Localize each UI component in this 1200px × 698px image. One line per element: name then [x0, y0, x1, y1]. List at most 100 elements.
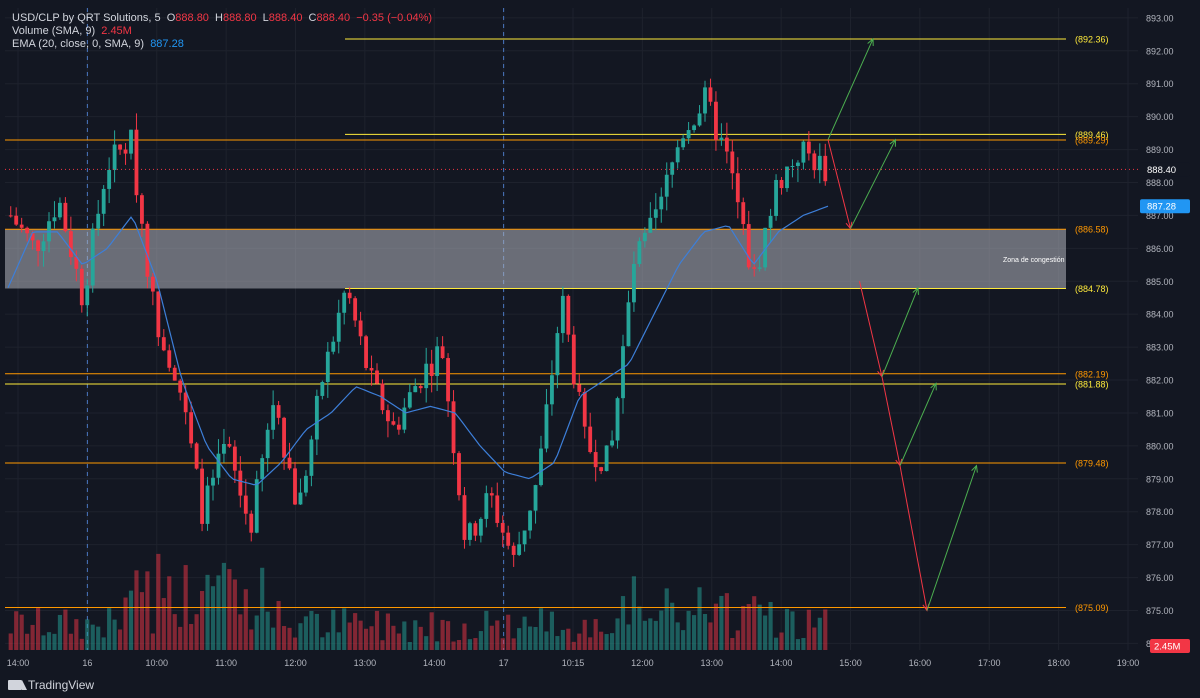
volume-bar [107, 608, 112, 650]
volume-bar [96, 626, 101, 650]
projection-arrow-line [881, 376, 901, 466]
symbol-name[interactable]: USD/CLP by QRT Solutions [12, 12, 149, 24]
price-tick-label: 883.00 [1146, 343, 1174, 353]
candle-body [435, 346, 440, 376]
candle-body [588, 426, 593, 453]
candle-body [730, 151, 735, 174]
volume-bar [254, 615, 259, 650]
projection-arrow-head [971, 464, 978, 473]
price-tick-label: 884.00 [1146, 310, 1174, 320]
price-tick-label: 880.00 [1146, 441, 1174, 451]
candle-body [41, 241, 46, 251]
candle-body [8, 215, 13, 217]
candle-body [336, 312, 341, 342]
volume-bar [675, 622, 680, 650]
time-tick-label: 10:00 [145, 658, 168, 668]
volume-bar [577, 633, 582, 650]
volume-bar [276, 601, 281, 650]
price-axis[interactable]: 874.00875.00876.00877.00878.00879.00880.… [1140, 0, 1200, 673]
level-label: (884.78) [1075, 284, 1109, 294]
candle-body [183, 392, 188, 413]
volume-bar [823, 609, 828, 650]
volume-bars [8, 553, 828, 650]
volume-bar [615, 618, 620, 650]
volume-bar [150, 633, 155, 650]
volume-bar [303, 616, 309, 650]
candle-body [582, 391, 587, 427]
volume-bar [533, 626, 538, 650]
volume-label[interactable]: Volume (SMA, 9) [12, 25, 96, 37]
volume-bar [292, 637, 298, 650]
candle-body [659, 196, 664, 210]
time-axis[interactable]: 14:00 16 10:00 11:00 12:00 13:00 14:00 17 10:15 1… [0, 655, 1200, 673]
ohlc-open-label: O [166, 12, 176, 24]
candle-body [47, 221, 51, 242]
candle-body [304, 475, 308, 493]
candle-body [708, 87, 713, 102]
price-tick-label: 875.00 [1146, 606, 1174, 616]
tradingview-logo[interactable]: TradingView [8, 678, 94, 692]
volume-bar [407, 641, 412, 650]
volume-bar [79, 638, 84, 650]
candle-body [560, 295, 565, 334]
volume-bar [702, 614, 708, 650]
volume-bar [161, 598, 166, 650]
volume-bar [790, 611, 795, 650]
last-price-badge: 888.40 [1147, 165, 1176, 176]
volume-bar [139, 592, 145, 650]
candle-body [484, 493, 489, 519]
candle-body [648, 217, 653, 233]
volume-bar [238, 614, 243, 650]
volume-value: 2.45M [101, 25, 132, 37]
volume-bar [681, 630, 686, 650]
projection-arrow-line [899, 383, 937, 466]
level-label: (892.36) [1075, 34, 1109, 44]
last-price-badge-bg [1140, 162, 1190, 177]
candle-body [222, 443, 226, 454]
volume-bar [63, 609, 68, 650]
volume-bar [691, 615, 697, 650]
volume-bar [342, 608, 347, 650]
volume-bar [363, 628, 369, 650]
candle-body [172, 367, 177, 381]
candle-body [429, 363, 434, 376]
ema-label[interactable]: EMA (20, close, 0, SMA, 9) [12, 38, 145, 50]
projection-arrow-head [867, 37, 874, 46]
volume-bar [260, 567, 265, 650]
volume-bar [631, 576, 637, 650]
volume-bar [517, 628, 522, 650]
interval[interactable]: 5 [154, 12, 161, 24]
time-tick-label: 14:00 [423, 658, 446, 668]
candle-body [604, 445, 609, 472]
volume-bar [380, 640, 385, 650]
volume-bar [555, 636, 560, 650]
volume-bar [544, 631, 549, 650]
price-tick-label: 886.00 [1146, 244, 1174, 254]
candle-body [386, 410, 390, 422]
volume-bar [708, 622, 713, 650]
volume-bar [489, 625, 494, 650]
candle-body [358, 320, 363, 337]
candle-body [550, 375, 554, 405]
volume-bar [467, 639, 473, 650]
volume-bar [697, 587, 702, 650]
candle-body [353, 298, 358, 321]
candle-body [478, 518, 483, 536]
candle-body [566, 295, 571, 335]
volume-bar [571, 641, 576, 650]
candle-body [621, 346, 625, 399]
volume-bar [642, 620, 647, 650]
candle-body [703, 87, 707, 114]
volume-bar [172, 614, 177, 650]
candle-body [615, 398, 620, 441]
volume-bar [604, 634, 609, 650]
candle-body [216, 453, 221, 478]
volume-bar [194, 614, 199, 650]
volume-bar [8, 633, 13, 650]
candle-body [74, 257, 79, 269]
candle-body [276, 405, 281, 418]
candle-body [407, 392, 412, 408]
price-axis-bg [1140, 0, 1200, 673]
volume-bar [719, 595, 724, 650]
